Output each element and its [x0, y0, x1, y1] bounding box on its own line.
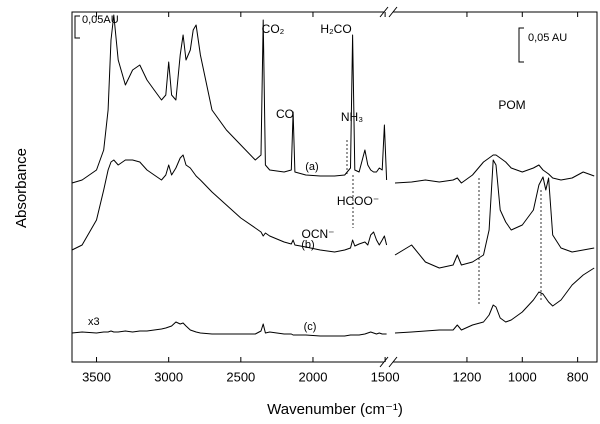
axis-break: [379, 6, 398, 368]
x-tick-label: 800: [567, 369, 589, 384]
spectrum-line: [71, 14, 388, 184]
annotation: NH₃: [341, 110, 363, 124]
scale-bar: [518, 27, 524, 63]
annotation: 0,05AU: [82, 14, 119, 26]
spectrum-line: [71, 154, 388, 253]
x-tick-label: 3500: [82, 369, 111, 384]
y-axis-label: Absorbance: [13, 148, 30, 228]
x-axis-label: Wavenumber (cm⁻¹): [267, 401, 403, 418]
spectrum-line: [394, 154, 595, 184]
annotation: CO: [276, 107, 294, 121]
guide-line: [346, 140, 542, 305]
spectrum-line: [394, 159, 595, 269]
series-label: (c): [304, 321, 317, 333]
annotation: 0,05 AU: [528, 32, 567, 44]
x-tick-label: 1200: [452, 369, 481, 384]
x-tick-label: 3000: [154, 369, 183, 384]
x-tick-label: 1500: [371, 369, 400, 384]
annotation: CO₂: [262, 22, 285, 36]
annotation: HCOO⁻: [337, 194, 379, 208]
x-tick-label: 2500: [226, 369, 255, 384]
annotation: H₂CO: [320, 22, 351, 36]
series-label: (a): [305, 161, 318, 173]
series-label: (b): [301, 239, 314, 251]
annotation: OCN⁻: [302, 227, 335, 241]
scale-bar: [74, 15, 80, 39]
annotation: POM: [498, 98, 525, 112]
x-tick-label: 2000: [299, 369, 328, 384]
x-tick-label: 1000: [508, 369, 537, 384]
plot-frame: [71, 11, 598, 363]
annotation: x3: [88, 316, 100, 328]
spectrum-line: [394, 267, 595, 334]
spectrum-line: [71, 321, 387, 337]
